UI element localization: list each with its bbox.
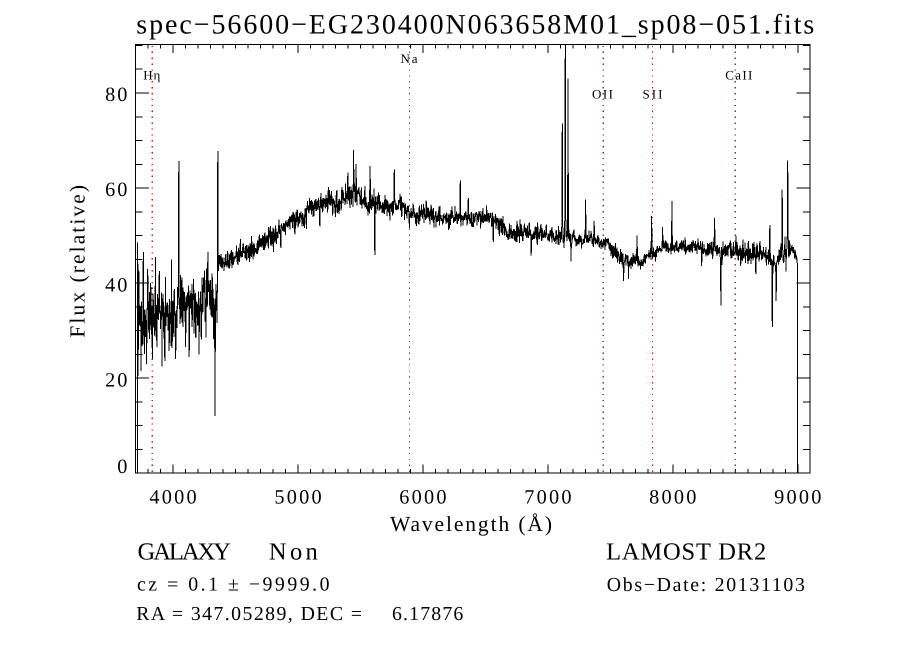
svg-text:CaII: CaII	[725, 68, 752, 83]
svg-text:Non: Non	[269, 539, 318, 566]
svg-text:cz = 0.1 ± −9999.0: cz = 0.1 ± −9999.0	[137, 573, 330, 595]
svg-text:Hη: Hη	[143, 68, 160, 83]
svg-text:RA = 347.05289, DEC =: RA = 347.05289, DEC =	[136, 603, 362, 625]
svg-text:0: 0	[117, 456, 127, 478]
svg-text:Wavelength (Å): Wavelength (Å)	[390, 512, 552, 536]
svg-text:spec−56600−EG230400N063658M01_: spec−56600−EG230400N063658M01_sp08−051.f…	[136, 10, 814, 41]
svg-text:OII: OII	[592, 87, 613, 102]
svg-text:GALAXY: GALAXY	[138, 539, 232, 566]
svg-text:Na: Na	[401, 51, 418, 66]
svg-text:6.17876: 6.17876	[392, 603, 463, 625]
svg-text:SII: SII	[643, 87, 663, 102]
svg-text:Flux (relative): Flux (relative)	[65, 185, 89, 338]
svg-text:LAMOST DR2: LAMOST DR2	[606, 539, 766, 566]
svg-text:Obs−Date: 20131103: Obs−Date: 20131103	[607, 574, 805, 596]
